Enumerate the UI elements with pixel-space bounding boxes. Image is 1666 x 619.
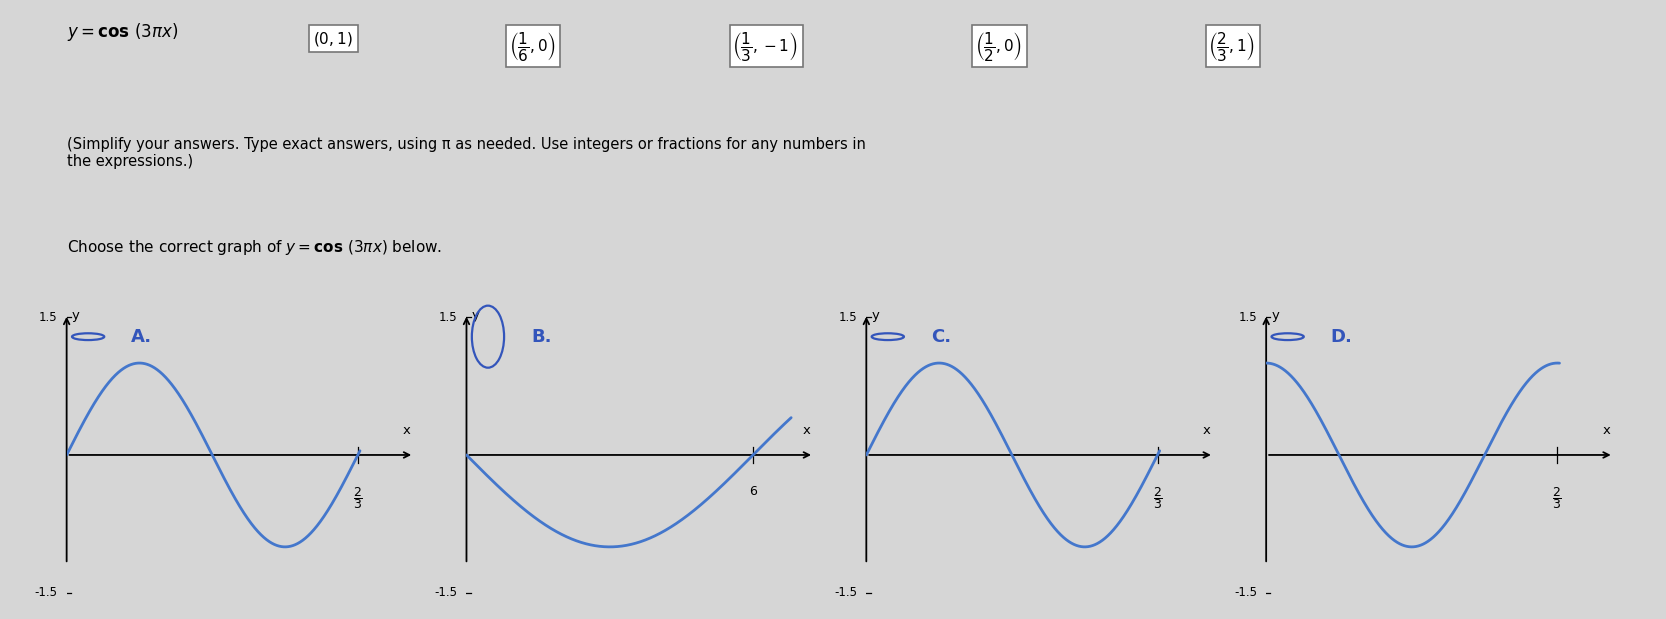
Text: -1.5: -1.5 (835, 586, 858, 599)
Text: y: y (471, 308, 480, 321)
Text: A.: A. (132, 327, 152, 345)
Text: $\dfrac{2}{3}$: $\dfrac{2}{3}$ (1153, 485, 1163, 511)
Text: x: x (1603, 424, 1611, 437)
Text: $y = \mathbf{cos}\ (3\pi x)$: $y = \mathbf{cos}\ (3\pi x)$ (67, 21, 178, 43)
Text: (Simplify your answers. Type exact answers, using π as needed. Use integers or f: (Simplify your answers. Type exact answe… (67, 137, 866, 169)
Text: D.: D. (1331, 327, 1353, 345)
Text: $\dfrac{2}{3}$: $\dfrac{2}{3}$ (1553, 485, 1563, 511)
Text: 1.5: 1.5 (38, 311, 58, 324)
Text: y: y (871, 308, 880, 321)
Text: 1.5: 1.5 (438, 311, 458, 324)
Text: $\!\left(\dfrac{1}{3},-1\right)$: $\!\left(\dfrac{1}{3},-1\right)$ (735, 30, 798, 63)
Text: -1.5: -1.5 (35, 586, 58, 599)
Text: $\!\left(\dfrac{1}{2},0\right)$: $\!\left(\dfrac{1}{2},0\right)$ (976, 30, 1023, 63)
Text: $\dfrac{2}{3}$: $\dfrac{2}{3}$ (353, 485, 363, 511)
Text: -1.5: -1.5 (435, 586, 458, 599)
Text: x: x (803, 424, 811, 437)
Text: 1.5: 1.5 (838, 311, 858, 324)
Text: $\!\left(\dfrac{2}{3},1\right)$: $\!\left(\dfrac{2}{3},1\right)$ (1210, 30, 1256, 63)
Text: -1.5: -1.5 (1235, 586, 1258, 599)
Text: Choose the correct graph of $y = \mathbf{cos}\ (3\pi x)$ below.: Choose the correct graph of $y = \mathbf… (67, 238, 441, 257)
Text: x: x (403, 424, 412, 437)
Text: x: x (1203, 424, 1211, 437)
Text: y: y (72, 308, 80, 321)
Text: $\!\left(\dfrac{1}{6},0\right)$: $\!\left(\dfrac{1}{6},0\right)$ (510, 30, 556, 63)
Text: 6: 6 (750, 485, 756, 498)
Text: C.: C. (931, 327, 951, 345)
Text: $(0,1)$: $(0,1)$ (313, 30, 353, 48)
Text: 1.5: 1.5 (1238, 311, 1258, 324)
Text: B.: B. (531, 327, 551, 345)
Text: y: y (1271, 308, 1279, 321)
